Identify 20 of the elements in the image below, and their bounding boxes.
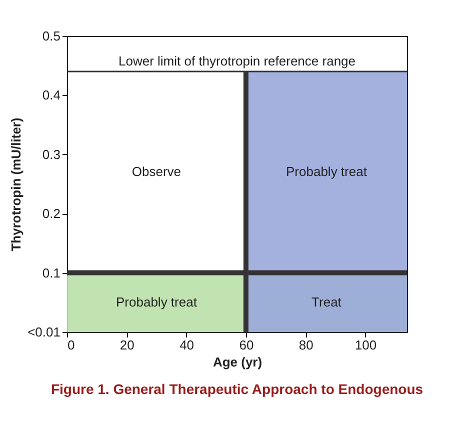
y-tick-label: 0.1	[42, 265, 60, 280]
y-tick-label: 0.2	[42, 206, 60, 222]
x-tick-label: 0	[68, 338, 75, 352]
x-tick-label: 40	[180, 338, 194, 352]
annotation: Probably treat	[116, 294, 198, 310]
annotation: Treat	[312, 294, 342, 310]
y-axis-title: Thyrotropin (mU/liter)	[8, 118, 24, 252]
y-tick-label: 0.3	[42, 146, 60, 162]
y-tick-label: 0.5	[42, 28, 60, 44]
x-tick-label: 60	[239, 338, 254, 352]
caption: Figure 1. General Therapeutic Approach to Endogenous	[50, 381, 424, 397]
y-tick-label: <0.01	[28, 324, 60, 340]
y-tick-label: 0.4	[42, 88, 60, 103]
x-tick-label: 20	[120, 338, 134, 352]
annotation: Probably treat	[286, 164, 368, 180]
x-tick-label: 100	[354, 338, 377, 352]
ref-line-label: Lower limit of thyrotropin reference range	[118, 54, 356, 69]
annotation: Observe	[132, 164, 182, 180]
x-axis-title: Age (yr)	[212, 354, 262, 370]
x-tick-label: 80	[298, 338, 314, 352]
